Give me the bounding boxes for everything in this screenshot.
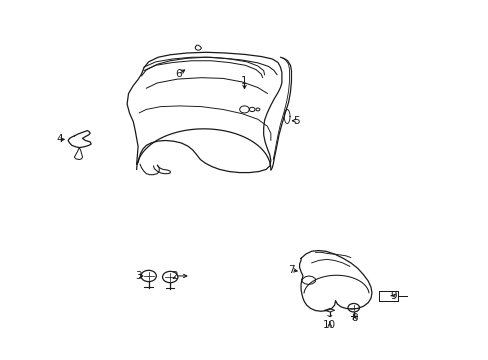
Text: 3: 3 <box>135 271 141 281</box>
Text: 8: 8 <box>351 312 357 323</box>
Text: 9: 9 <box>390 291 397 301</box>
Text: 2: 2 <box>171 271 178 281</box>
Text: 4: 4 <box>57 134 63 144</box>
Text: 10: 10 <box>323 320 336 330</box>
Text: 7: 7 <box>287 265 294 275</box>
Text: 6: 6 <box>175 69 182 79</box>
Text: 5: 5 <box>292 116 299 126</box>
Text: 1: 1 <box>241 76 247 86</box>
